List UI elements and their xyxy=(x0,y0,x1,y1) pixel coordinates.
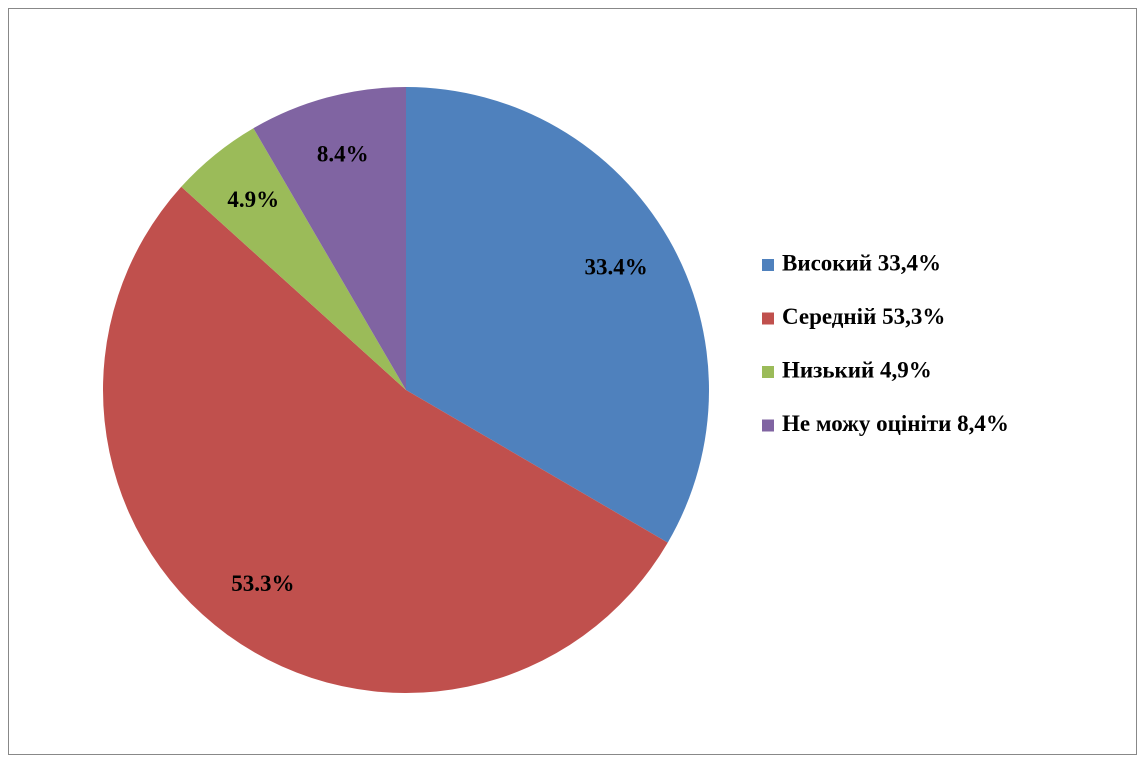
legend-label: Низький 4,9% xyxy=(782,357,932,382)
data-label: 8.4% xyxy=(317,141,369,166)
legend-swatch xyxy=(762,366,774,378)
legend-swatch xyxy=(762,312,774,325)
legend-label: Не можу оцінiти 8,4% xyxy=(782,411,1009,436)
data-label: 33.4% xyxy=(585,255,648,280)
legend-label: Середній 53,3% xyxy=(782,304,945,329)
legend-swatch xyxy=(762,419,774,432)
legend-label: Високий 33,4% xyxy=(782,250,941,275)
pie-slice xyxy=(103,186,668,693)
pie-slice xyxy=(253,87,406,390)
legend-swatch xyxy=(762,259,774,271)
pie-slice xyxy=(406,87,709,543)
data-label: 53.3% xyxy=(231,571,294,596)
pie-slice xyxy=(181,128,406,390)
data-label: 4.9% xyxy=(227,187,279,212)
